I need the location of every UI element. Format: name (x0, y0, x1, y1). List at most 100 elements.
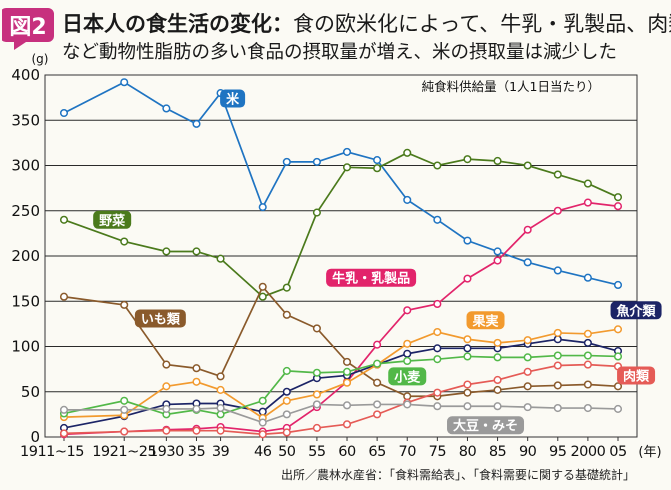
x-tick-label-8: 60 (338, 444, 356, 460)
data-point-0-10 (403, 195, 412, 204)
data-point-6-6 (282, 366, 291, 375)
series-label-3: 牛乳・乳製品 (332, 271, 410, 287)
x-tick-label-17: 05 (609, 444, 626, 460)
data-point-7-13 (493, 375, 502, 385)
data-point-1-7 (312, 208, 321, 217)
data-point-2-14 (523, 382, 532, 391)
series-line-7 (63, 363, 619, 436)
data-point-3-16 (583, 198, 592, 207)
y-tick-label-400: 400 (11, 66, 40, 84)
series-label-6: 小麦 (394, 369, 421, 385)
y-tick-label-150: 150 (11, 292, 40, 310)
data-point-7-8 (342, 420, 352, 429)
data-point-6-8 (342, 367, 352, 376)
x-tick-label-14: 90 (519, 444, 537, 460)
data-point-5-11 (433, 327, 442, 337)
y-tick-label-350: 350 (11, 111, 40, 129)
series-label-4: 魚介類 (617, 303, 657, 319)
x-tick-label-15: 95 (549, 444, 566, 460)
data-point-1-3 (192, 247, 201, 256)
data-point-0-2 (162, 104, 171, 113)
data-point-8-5 (258, 418, 267, 427)
series-label-7: 肉類 (623, 368, 650, 384)
data-point-1-4 (216, 254, 225, 263)
data-point-0-15 (553, 266, 562, 275)
series-label-1: 野菜 (99, 213, 125, 229)
x-tick-label-7: 55 (308, 444, 325, 460)
data-point-5-4 (216, 385, 225, 394)
data-point-3-12 (463, 274, 472, 283)
data-point-8-13 (493, 402, 502, 411)
data-point-8-7 (312, 400, 321, 409)
data-point-6-5 (258, 396, 267, 405)
data-point-7-12 (463, 380, 472, 389)
series-label-bg-2 (134, 309, 186, 328)
data-point-1-9 (373, 164, 382, 173)
data-point-1-17 (613, 193, 623, 202)
data-point-7-11 (433, 388, 442, 397)
y-axis-unit: (g) (32, 52, 49, 66)
data-point-7-2 (162, 426, 171, 435)
data-point-2-3 (192, 364, 201, 373)
y-tick-label-50: 50 (21, 383, 40, 401)
gridlines (44, 74, 638, 438)
data-point-1-1 (120, 237, 129, 246)
data-point-8-16 (583, 403, 592, 413)
series-label-bg-0 (220, 89, 246, 108)
data-point-2-6 (282, 310, 291, 319)
data-point-7-16 (583, 360, 592, 369)
chart-title-rest: 食の欧米化によって、牛乳・乳製品、肉類 (293, 12, 671, 36)
data-point-2-4 (216, 372, 225, 381)
x-tick-label-0: 1911~15 (20, 444, 84, 460)
data-point-7-14 (523, 367, 532, 376)
series-label-bg-1 (93, 210, 132, 229)
data-point-6-7 (312, 368, 321, 377)
data-point-1-10 (403, 148, 412, 157)
data-point-2-8 (342, 357, 352, 366)
data-point-8-3 (192, 404, 201, 413)
data-point-8-8 (342, 401, 352, 410)
series-label-bg-3 (326, 268, 417, 287)
data-point-3-15 (553, 206, 562, 215)
series-label-5: 果実 (472, 313, 499, 329)
data-point-0-5 (258, 203, 267, 212)
data-point-0-3 (192, 119, 201, 128)
series-line-3 (63, 201, 619, 436)
figure-badge-label: 図2 (9, 15, 46, 40)
data-point-0-9 (373, 156, 382, 165)
chart-annotation: 純食料供給量（1人1日当たり） (422, 79, 600, 94)
data-point-6-9 (373, 359, 382, 368)
data-point-5-16 (583, 329, 592, 338)
data-point-5-14 (523, 336, 532, 345)
series-label-2: いも類 (141, 312, 181, 327)
data-point-5-13 (493, 338, 502, 347)
data-point-7-9 (373, 410, 382, 419)
data-point-8-15 (553, 403, 562, 413)
data-point-2-13 (493, 385, 502, 394)
data-point-2-7 (312, 324, 321, 333)
x-tick-label-11: 75 (429, 444, 446, 460)
x-tick-label-9: 65 (368, 444, 385, 460)
data-point-7-7 (312, 423, 321, 433)
data-point-8-0 (59, 405, 69, 414)
data-point-7-0 (59, 429, 69, 438)
data-point-7-6 (282, 428, 291, 437)
x-tick-label-16: 2000 (570, 444, 605, 460)
data-point-7-1 (120, 427, 129, 436)
data-point-6-11 (433, 355, 442, 364)
data-point-2-2 (162, 360, 171, 369)
chart-title-main: 日本人の食生活の変化： (62, 12, 293, 36)
data-point-6-14 (523, 353, 532, 362)
data-point-2-15 (553, 381, 562, 390)
data-point-3-9 (373, 340, 382, 349)
x-tick-label-10: 70 (399, 444, 417, 460)
data-point-1-16 (583, 179, 592, 188)
x-tick-label-3: 35 (188, 444, 205, 460)
data-point-1-0 (59, 215, 69, 224)
series-label-bg-5 (466, 311, 505, 330)
data-point-7-4 (216, 426, 225, 435)
data-point-1-14 (523, 161, 532, 170)
series-line-0 (63, 81, 619, 286)
y-tick-label-300: 300 (11, 157, 40, 175)
